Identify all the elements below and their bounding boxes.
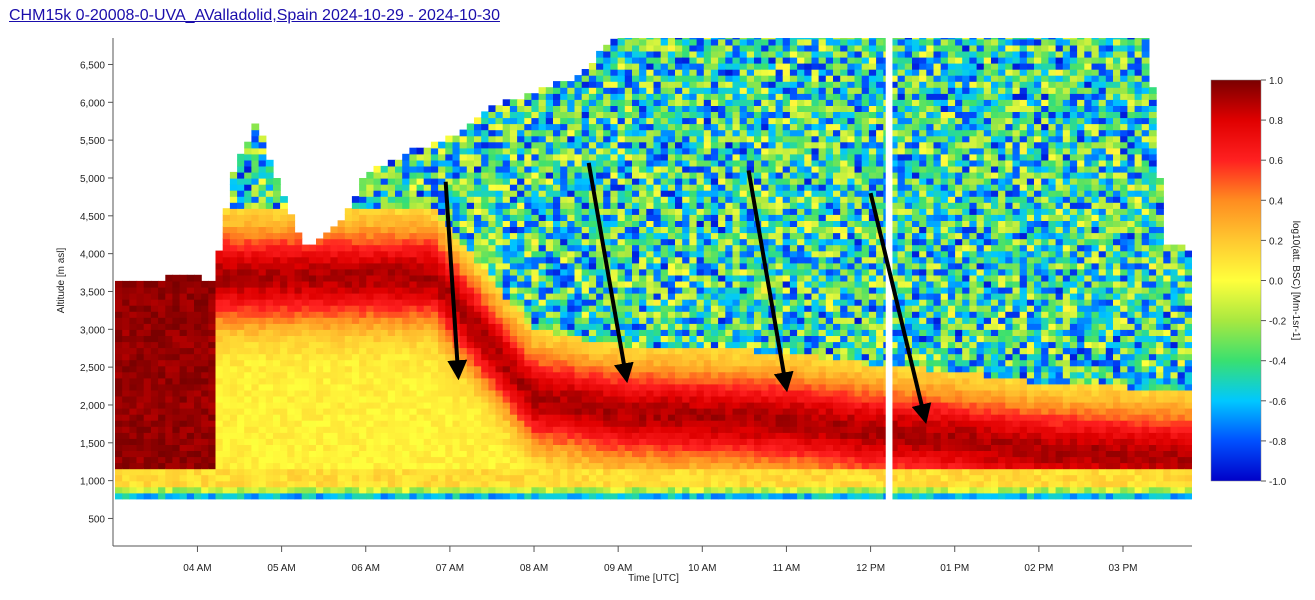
- colorbar-tick-label: 1.0: [1269, 76, 1283, 87]
- arrow-1: [443, 181, 468, 381]
- backscatter-heatmap: [115, 38, 1192, 500]
- y-tick-label: 4,500: [80, 212, 105, 223]
- colorbar-tick-label: 0.2: [1269, 236, 1283, 247]
- y-tick-label: 2,500: [80, 363, 105, 374]
- colorbar-label: log10(att. BSC) [Mm-1sr-1]: [1290, 221, 1301, 341]
- chart-title-link[interactable]: CHM15k 0-20008-0-UVA_AValladolid,Spain 2…: [9, 7, 500, 24]
- y-tick-label: 3,500: [80, 287, 105, 298]
- colorbar-tick-label: -1.0: [1269, 477, 1287, 488]
- x-tick-label: 06 AM: [352, 563, 380, 574]
- x-tick-label: 07 AM: [436, 563, 464, 574]
- colorbar-tick-label: -0.6: [1269, 397, 1287, 408]
- y-tick-label: 5,000: [80, 174, 105, 185]
- y-tick-label: 1,000: [80, 477, 105, 488]
- y-tick-label: 5,500: [80, 136, 105, 147]
- x-axis-label: Time [UTC]: [628, 573, 679, 584]
- y-tick-label: 4,000: [80, 250, 105, 261]
- y-axis-label: Altitude [m asl]: [56, 247, 67, 313]
- y-tick-label: 1,500: [80, 439, 105, 450]
- y-tick-label: 3,000: [80, 325, 105, 336]
- y-tick-label: 2,000: [80, 401, 105, 412]
- arrow-2: [586, 162, 634, 384]
- colorbar-tick-label: -0.8: [1269, 437, 1287, 448]
- x-tick-label: 10 AM: [688, 563, 716, 574]
- annotation-arrows: [443, 162, 932, 424]
- data-gap: [885, 38, 893, 523]
- x-tick-label: 01 PM: [940, 563, 969, 574]
- x-tick-label: 12 PM: [856, 563, 885, 574]
- colorbar: 1.0 0.8 0.6 0.4 0.2 0.0 -0.2 -0.4 -0.6 -0.8 -1.0 lo…: [1210, 76, 1301, 488]
- colorbar-tick-label: -0.2: [1269, 317, 1287, 328]
- x-tick-label: 05 AM: [267, 563, 295, 574]
- colorbar-tick-label: 0.0: [1269, 277, 1283, 288]
- x-tick-label: 02 PM: [1024, 563, 1053, 574]
- x-tick-label: 04 AM: [183, 563, 211, 574]
- y-tick-label: 6,000: [80, 98, 105, 109]
- arrow-3: [746, 170, 794, 393]
- y-tick-label: 6,500: [80, 60, 105, 71]
- x-tick-label: 11 AM: [773, 563, 801, 574]
- colorbar-gradient: [1210, 79, 1262, 482]
- axes: 500 1,000 1,500 2,000 2,500 3,000 3,500 4,000 4,…: [56, 38, 1192, 584]
- colorbar-tick-label: -0.4: [1269, 357, 1287, 368]
- x-tick-label: 09 AM: [604, 563, 632, 574]
- arrow-4: [868, 192, 932, 424]
- colorbar-tick-label: 0.4: [1269, 196, 1283, 207]
- gap-band: [885, 38, 893, 523]
- x-tick-label: 08 AM: [520, 563, 548, 574]
- x-tick-label: 03 PM: [1109, 563, 1138, 574]
- colorbar-tick-label: 0.8: [1269, 116, 1283, 127]
- colorbar-tick-label: 0.6: [1269, 156, 1283, 167]
- y-tick-label: 500: [88, 514, 105, 525]
